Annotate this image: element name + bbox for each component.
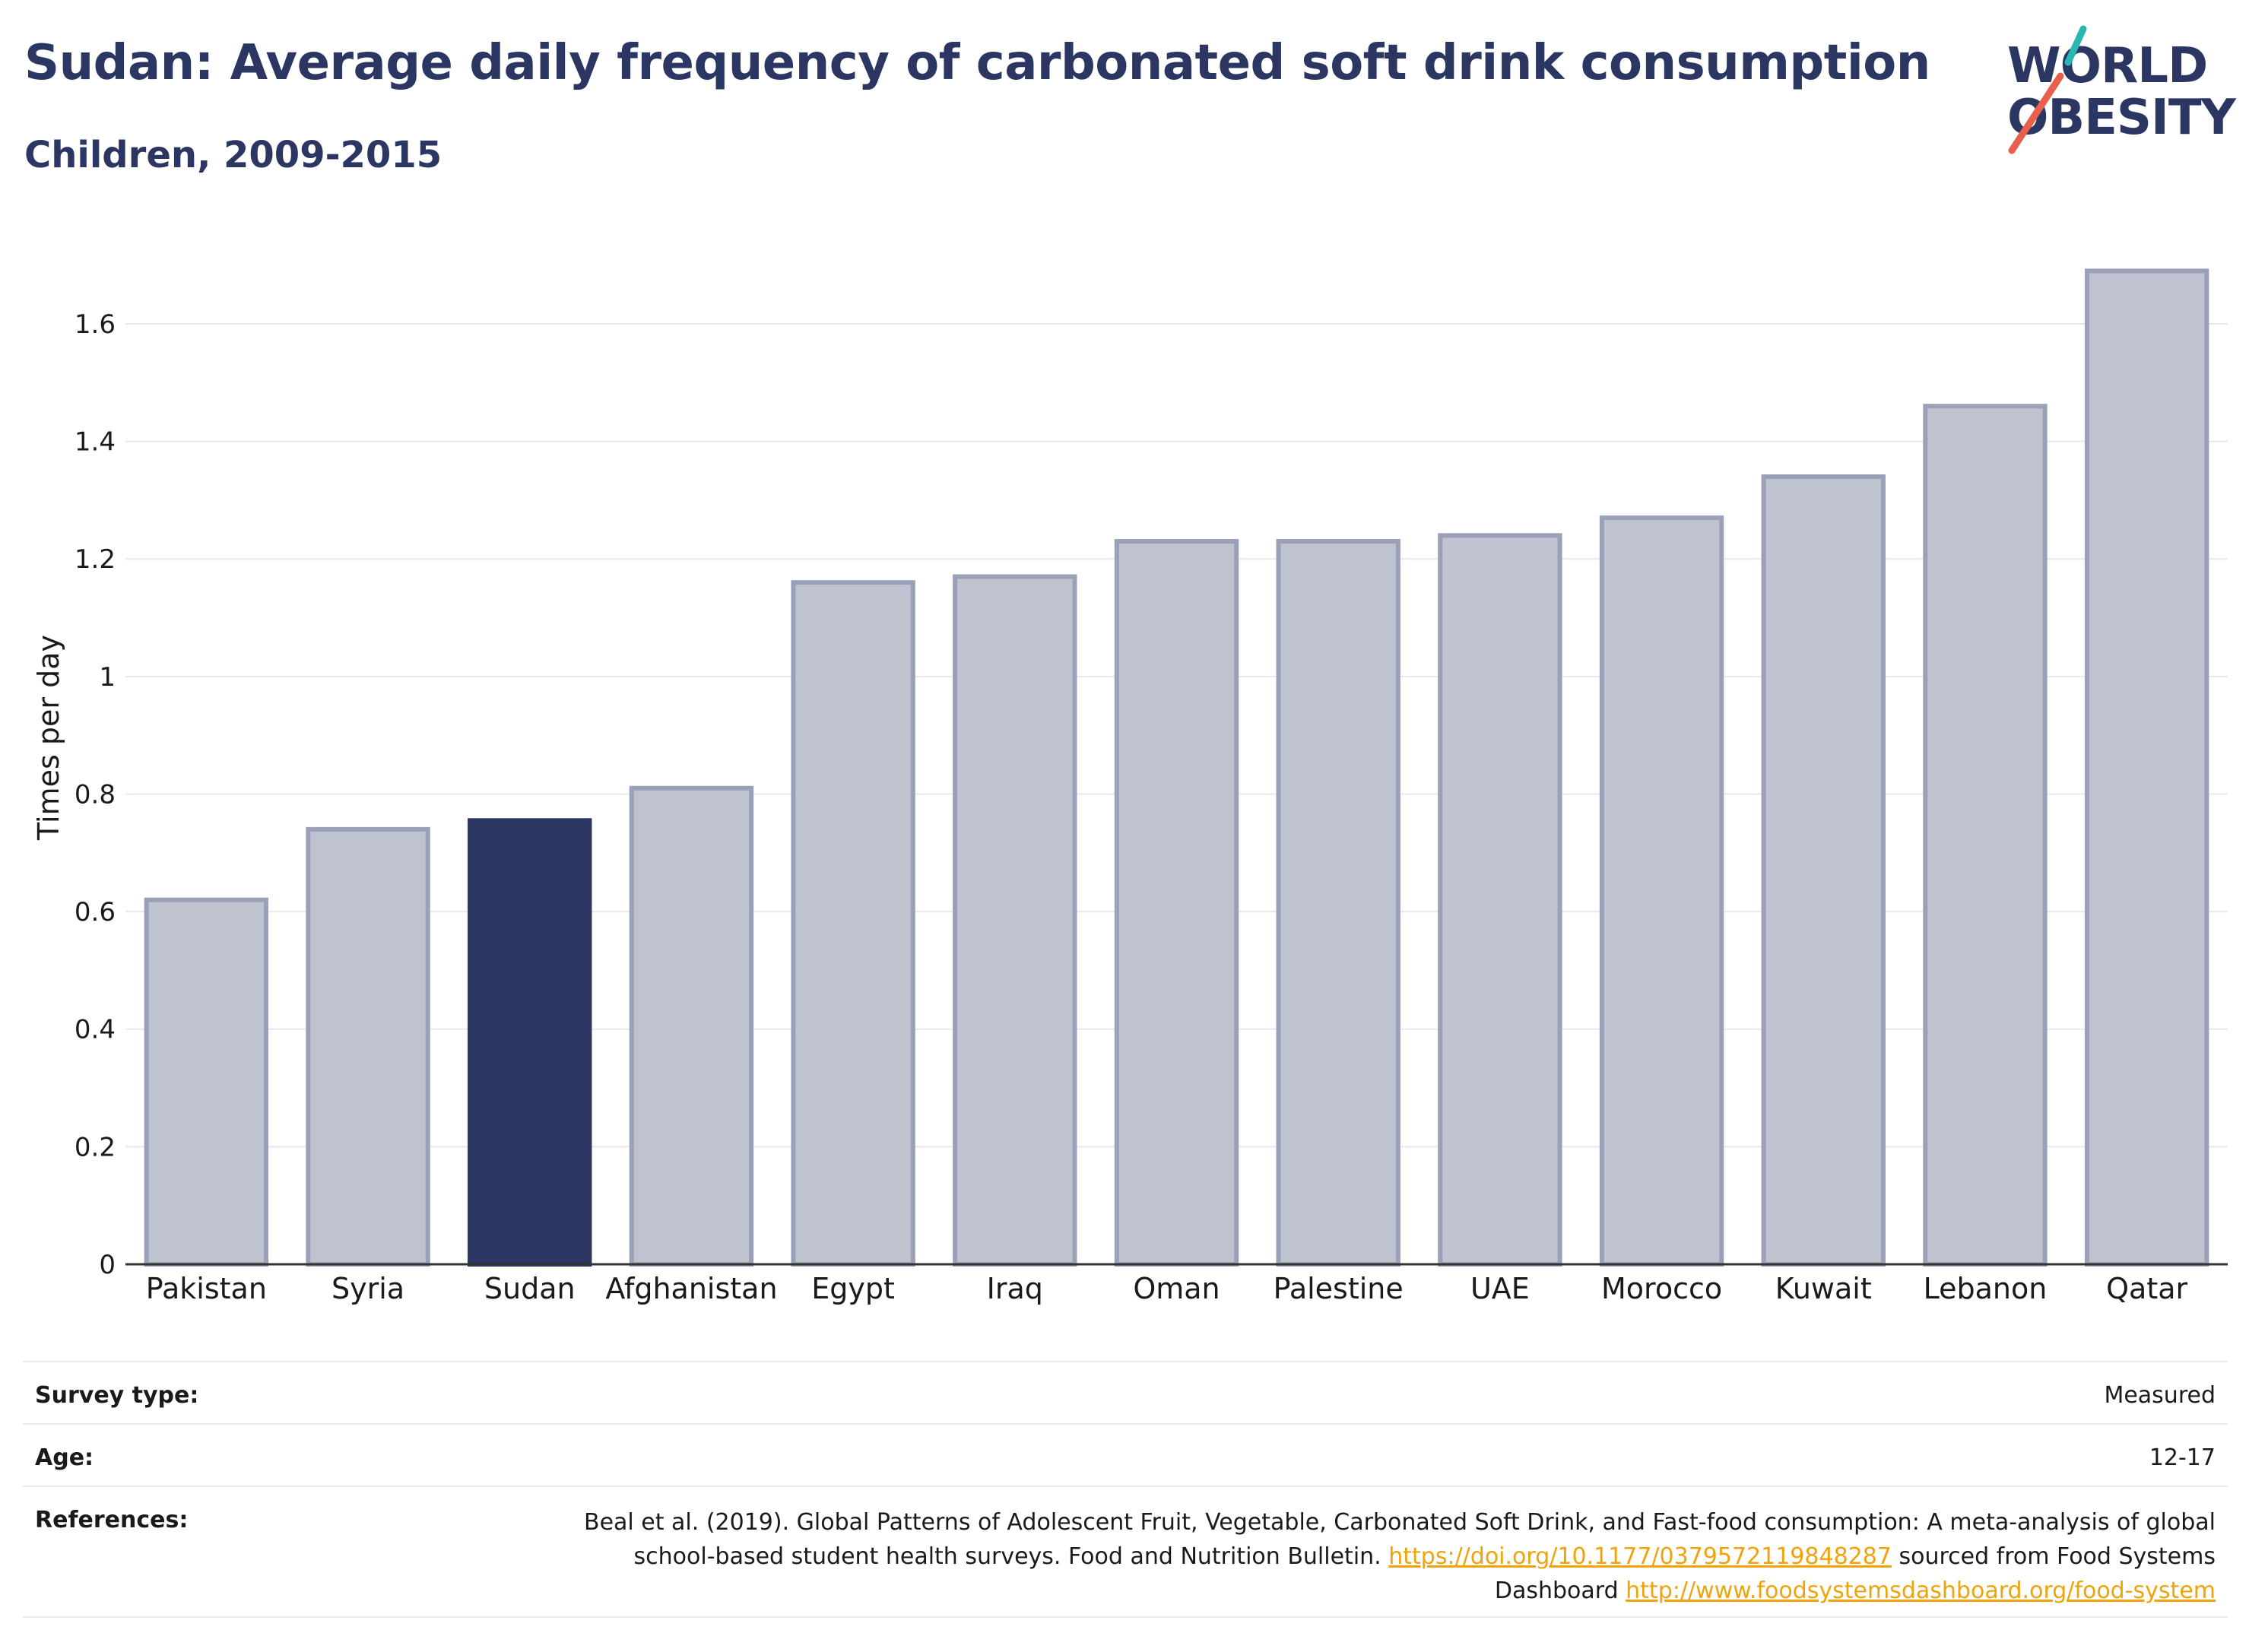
logo-slash-icon — [2008, 25, 2087, 154]
y-tick-label: 1.4 — [75, 427, 116, 458]
chart-subtitle: Children, 2009-2015 — [24, 134, 443, 176]
logo-line-1: WORLD — [2007, 38, 2208, 94]
x-tick-label: UAE — [1470, 1272, 1530, 1305]
chart-title: Sudan: Average daily frequency of carbon… — [24, 35, 1930, 91]
bar-oman[interactable] — [1114, 539, 1239, 1267]
age-value: 12-17 — [2149, 1444, 2216, 1471]
x-tick-label: Qatar — [2106, 1272, 2187, 1305]
doi-link[interactable]: https://doi.org/10.1177/0379572119848287 — [1388, 1543, 1892, 1570]
x-tick-label: Lebanon — [1924, 1272, 2048, 1305]
x-tick-label: Iraq — [987, 1272, 1043, 1305]
survey-type-row: Survey type: Measured — [23, 1361, 2228, 1425]
bar-qatar[interactable] — [2084, 268, 2209, 1267]
y-tick-label: 0.8 — [75, 779, 116, 810]
y-tick-label: 1 — [99, 662, 116, 693]
x-tick-label: Afghanistan — [605, 1272, 777, 1305]
bar-egypt[interactable] — [791, 580, 915, 1267]
survey-type-label: Survey type: — [35, 1382, 199, 1409]
y-tick-label: 0.6 — [75, 897, 116, 927]
x-tick-label: Egypt — [811, 1272, 895, 1305]
bar-iraq[interactable] — [953, 574, 1077, 1267]
bar-kuwait[interactable] — [1761, 474, 1886, 1267]
x-tick-label: Sudan — [484, 1272, 576, 1305]
x-tick-label: Palestine — [1274, 1272, 1404, 1305]
tick-labels: 0 0.2 0.4 0.6 0.8 1 1.2 1.4 1.6 Pakistan Syria Suda… — [75, 309, 2188, 1305]
y-tick-label: 0 — [99, 1250, 116, 1280]
x-tick-label: Pakistan — [146, 1272, 267, 1305]
references-label: References: — [35, 1507, 189, 1533]
bar-sudan[interactable] — [468, 818, 592, 1267]
bar-uae[interactable] — [1438, 533, 1562, 1267]
bar-chart: 0 0.2 0.4 0.6 0.8 1 1.2 1.4 1.6 Pakistan Syria Suda… — [32, 268, 2228, 1305]
y-tick-label: 0.2 — [75, 1132, 116, 1162]
x-tick-label: Kuwait — [1775, 1272, 1872, 1305]
x-tick-label: Syria — [331, 1272, 404, 1305]
food-systems-dashboard-link[interactable]: http://www.foodsystemsdashboard.org/food… — [1626, 1577, 2216, 1604]
x-tick-label: Morocco — [1601, 1272, 1722, 1305]
reference-text-1: Beal et al. (2019). Global Patterns of A… — [583, 1509, 2216, 1570]
bar-pakistan[interactable] — [144, 897, 269, 1267]
bar-syria[interactable] — [306, 826, 430, 1267]
bars — [144, 268, 2209, 1267]
y-tick-label: 1.2 — [75, 544, 116, 575]
bar-morocco[interactable] — [1599, 515, 1724, 1267]
bar-lebanon[interactable] — [1923, 404, 2048, 1267]
age-label: Age: — [35, 1444, 94, 1471]
x-tick-label: Oman — [1133, 1272, 1220, 1305]
world-obesity-logo: WORLD OBESITY — [1984, 23, 2236, 160]
age-row: Age: 12-17 — [23, 1423, 2228, 1487]
y-tick-label: 0.4 — [75, 1015, 116, 1045]
y-axis-label: Times per day — [32, 635, 65, 841]
reference-text-2: sourced from Food Systems Dashboard — [1494, 1543, 2216, 1604]
survey-type-value: Measured — [2104, 1382, 2216, 1409]
references-row: References: Beal et al. (2019). Global P… — [23, 1486, 2228, 1618]
references-text: Beal et al. (2019). Global Patterns of A… — [558, 1505, 2216, 1608]
bar-afghanistan[interactable] — [629, 785, 754, 1267]
y-tick-label: 1.6 — [75, 309, 116, 340]
bar-palestine[interactable] — [1276, 539, 1400, 1267]
